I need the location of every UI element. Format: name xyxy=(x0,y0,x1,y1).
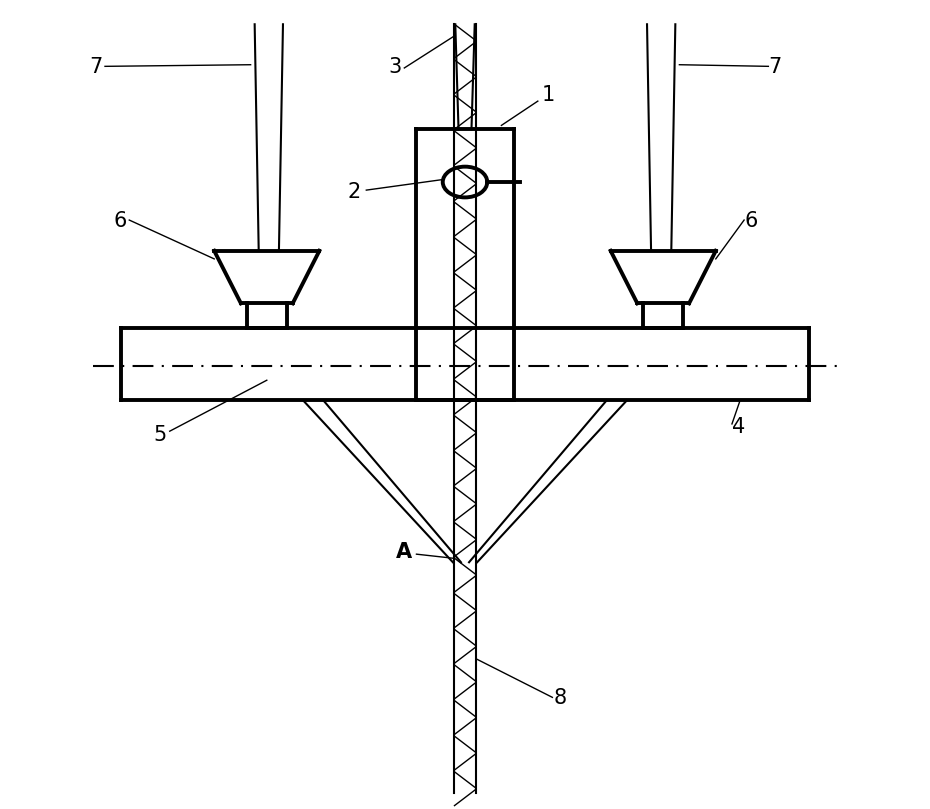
Text: 1: 1 xyxy=(542,85,555,105)
Text: 2: 2 xyxy=(348,182,361,202)
Text: 6: 6 xyxy=(113,210,126,231)
Text: 4: 4 xyxy=(732,417,745,437)
Text: 6: 6 xyxy=(744,210,757,231)
Text: 7: 7 xyxy=(768,57,781,77)
Text: A: A xyxy=(396,542,412,562)
Text: 8: 8 xyxy=(554,688,567,708)
Text: 7: 7 xyxy=(89,57,102,77)
Text: 3: 3 xyxy=(388,57,402,77)
Text: 5: 5 xyxy=(153,425,166,445)
